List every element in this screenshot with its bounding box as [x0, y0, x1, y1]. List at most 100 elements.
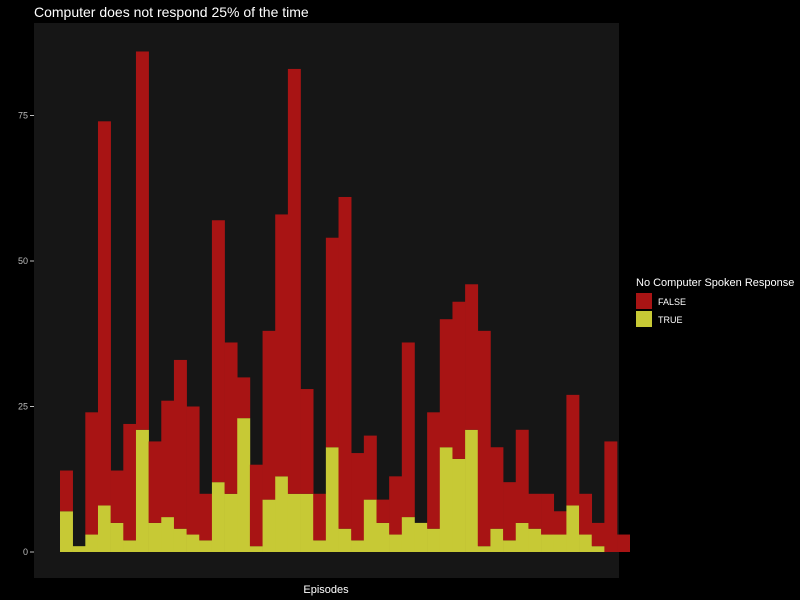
bar-true-13 [211, 482, 225, 552]
bar-true-3 [85, 534, 99, 552]
bar-true-32 [452, 458, 466, 552]
bar-false-30 [427, 412, 441, 529]
bar-true-26 [376, 522, 390, 552]
bar-false-19 [287, 68, 301, 494]
bar-false-33 [465, 284, 479, 430]
bar-true-34 [477, 546, 491, 552]
bar-true-39 [541, 534, 555, 552]
bar-true-42 [579, 534, 593, 552]
bar-true-16 [249, 546, 263, 552]
bar-true-43 [591, 546, 605, 552]
bar-true-24 [351, 540, 365, 552]
bar-false-9 [161, 400, 175, 518]
bar-true-4 [97, 505, 111, 552]
bar-false-8 [148, 441, 162, 523]
bar-false-41 [566, 394, 580, 506]
bar-false-11 [186, 406, 200, 535]
bar-true-20 [300, 493, 314, 552]
bar-false-28 [401, 342, 415, 518]
bar-false-17 [262, 330, 276, 500]
legend-key-false [636, 293, 652, 309]
chart-title: Computer does not respond 25% of the tim… [34, 4, 309, 20]
y-tick-label-50: 50 [18, 256, 28, 266]
legend-key-true [636, 311, 652, 327]
bar-false-25 [363, 435, 377, 500]
bar-false-36 [503, 482, 517, 541]
bar-true-21 [313, 540, 327, 552]
bar-false-12 [199, 493, 213, 541]
bar-false-44 [604, 441, 618, 552]
bar-true-7 [135, 429, 149, 552]
bar-false-37 [515, 429, 529, 523]
bar-false-21 [313, 493, 327, 541]
bar-true-6 [123, 540, 137, 552]
bar-true-10 [173, 528, 187, 552]
bar-false-14 [224, 342, 238, 494]
bar-true-11 [186, 534, 200, 552]
bar-true-36 [503, 540, 517, 552]
bar-true-15 [237, 418, 251, 552]
bar-false-7 [135, 51, 149, 430]
bar-true-30 [427, 528, 441, 552]
y-tick-label-75: 75 [18, 111, 28, 121]
bar-true-17 [262, 499, 276, 552]
bar-true-14 [224, 493, 238, 552]
bar-true-33 [465, 429, 479, 552]
bar-true-31 [439, 447, 453, 552]
bar-true-40 [553, 534, 567, 552]
bar-false-1 [60, 470, 73, 512]
bar-false-3 [85, 412, 99, 535]
bar-false-35 [490, 447, 504, 529]
bar-true-41 [566, 505, 580, 552]
bar-false-13 [211, 220, 225, 483]
bar-true-8 [148, 522, 162, 552]
bar-false-26 [376, 499, 390, 523]
y-axis: 0 25 50 75 [18, 111, 34, 557]
bar-false-45 [617, 534, 630, 552]
bars-group [60, 51, 630, 552]
bar-true-9 [161, 517, 175, 552]
bar-false-10 [173, 359, 187, 529]
bar-true-22 [325, 447, 339, 552]
bar-false-15 [237, 377, 251, 419]
legend-label-false: FALSE [658, 297, 686, 307]
bar-true-27 [389, 534, 403, 552]
legend-title: No Computer Spoken Response [636, 277, 794, 289]
y-tick-label-25: 25 [18, 402, 28, 412]
bar-false-22 [325, 237, 339, 448]
bar-true-37 [515, 522, 529, 552]
bar-false-18 [275, 214, 289, 477]
bar-false-40 [553, 511, 567, 535]
bar-false-20 [300, 389, 314, 494]
bar-false-5 [110, 470, 124, 523]
bar-false-38 [528, 493, 542, 529]
bar-true-35 [490, 528, 504, 552]
bar-false-43 [591, 522, 605, 547]
bar-true-29 [414, 522, 428, 552]
bar-true-18 [275, 476, 289, 552]
bar-false-42 [579, 493, 593, 535]
bar-true-28 [401, 517, 415, 552]
bar-false-24 [351, 453, 365, 541]
bar-true-2 [72, 546, 86, 552]
legend: No Computer Spoken Response FALSE TRUE [636, 277, 794, 327]
bar-false-6 [123, 423, 137, 541]
bar-false-4 [97, 121, 111, 506]
bar-false-34 [477, 330, 491, 547]
bar-false-39 [541, 493, 555, 535]
bar-false-31 [439, 319, 453, 448]
bar-true-5 [110, 522, 124, 552]
bar-false-32 [452, 301, 466, 459]
bar-true-25 [363, 499, 377, 552]
bar-true-19 [287, 493, 301, 552]
bar-true-1 [60, 511, 73, 552]
y-tick-label-0: 0 [23, 547, 28, 557]
bar-false-16 [249, 464, 263, 547]
bar-true-23 [338, 528, 352, 552]
bar-true-12 [199, 540, 213, 552]
bar-false-23 [338, 196, 352, 529]
x-axis-title: Episodes [303, 584, 349, 596]
bar-false-27 [389, 476, 403, 535]
legend-label-true: TRUE [658, 315, 683, 325]
